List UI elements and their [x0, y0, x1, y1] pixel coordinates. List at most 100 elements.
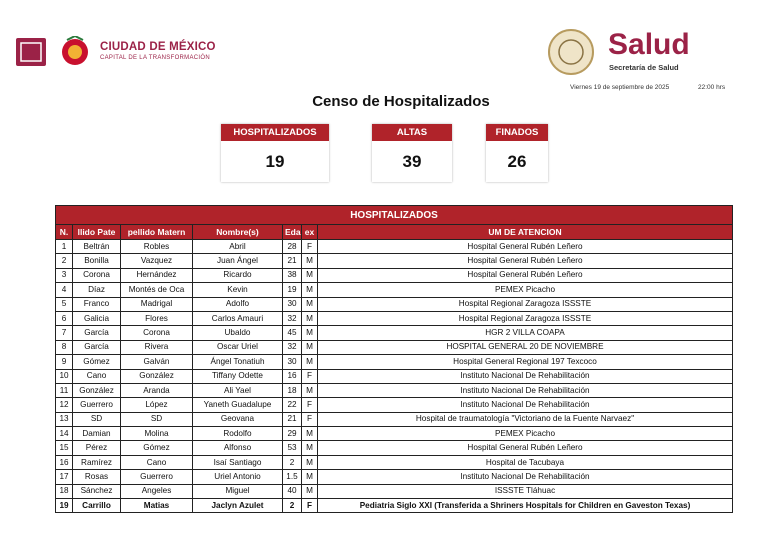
table-cell: 38	[282, 267, 302, 284]
table-row: 15 Pérez Gómez Alfonso 53 M Hospital General R…	[55, 440, 733, 456]
city-name: CIUDAD DE MÉXICO	[100, 41, 216, 53]
table-cell: Molina	[120, 426, 193, 442]
table-cell: Ali Yael	[192, 382, 283, 399]
table-cell: 19	[282, 282, 302, 298]
table-cell: 18	[55, 483, 73, 500]
table-cell: Pérez	[72, 440, 121, 456]
table-row: 11 González Aranda Ali Yael 18 M Instituto Nac…	[55, 382, 733, 399]
table-cell: López	[120, 397, 193, 413]
table-cell: M	[301, 426, 318, 442]
summary-label: HOSPITALIZADOS	[221, 124, 329, 141]
table-cell: 53	[282, 440, 302, 456]
table-row: 8 García Rivera Oscar Uriel 32 M HOSPITAL GENE…	[55, 339, 733, 356]
table-cell: 29	[282, 426, 302, 442]
table-cell: Rivera	[120, 339, 193, 356]
table-cell: 14	[55, 426, 73, 442]
table-cell: Matias	[120, 498, 193, 514]
table-cell: M	[301, 483, 318, 500]
table-cell: Abril	[192, 238, 283, 255]
table-cell: Instituto Nacional De Rehabilitación	[317, 382, 733, 399]
column-header: llido Pate	[72, 224, 121, 240]
table-cell: Bonilla	[72, 253, 121, 269]
summary-box: HOSPITALIZADOS 19	[221, 124, 329, 182]
column-header: ex	[301, 224, 318, 240]
table-cell: M	[301, 382, 318, 399]
table-cell: 4	[55, 282, 73, 298]
table-cell: M	[301, 267, 318, 284]
table-cell: 28	[282, 238, 302, 255]
table-cell: PEMEX Picacho	[317, 426, 733, 442]
table-cell: Instituto Nacional De Rehabilitación	[317, 368, 733, 384]
table-cell: Corona	[72, 267, 121, 284]
table-cell: 16	[55, 454, 73, 471]
table-cell: 3	[55, 267, 73, 284]
table-title: HOSPITALIZADOS	[55, 205, 733, 225]
summary-value: 39	[402, 152, 422, 171]
table-cell: Sánchez	[72, 483, 121, 500]
column-header: Nombre(s)	[192, 224, 283, 240]
city-subtitle: CAPITAL DE LA TRANSFORMACIÓN	[100, 55, 210, 61]
table-cell: 2	[55, 253, 73, 269]
table-cell: Beltrán	[72, 238, 121, 255]
table-row: 13 SD SD Geovana 21 F Hospital de traumatologí…	[55, 411, 733, 428]
table-cell: Isaí Santiago	[192, 454, 283, 471]
table-cell: 16	[282, 368, 302, 384]
table-cell: Cano	[120, 454, 193, 471]
seal	[548, 29, 594, 75]
agency-name: Salud	[608, 28, 690, 61]
table-cell: 13	[55, 411, 73, 428]
table-row: 2 Bonilla Vazquez Juan Ángel 21 M Hospital Gen…	[55, 253, 733, 269]
table-cell: Jaclyn Azulet	[192, 498, 283, 514]
table-cell: 19	[55, 498, 73, 514]
table-cell: F	[301, 411, 318, 428]
table-cell: F	[301, 368, 318, 384]
table-cell: Galván	[120, 354, 193, 370]
table-cell: Ramírez	[72, 454, 121, 471]
table-cell: M	[301, 325, 318, 341]
table-cell: Geovana	[192, 411, 283, 428]
table-cell: Vazquez	[120, 253, 193, 269]
table-cell: SD	[120, 411, 193, 428]
table-cell: Guerrero	[120, 469, 193, 485]
table-cell: 30	[282, 296, 302, 312]
table-cell: Miguel	[192, 483, 283, 500]
report-time: 22:00 hrs	[698, 84, 726, 91]
table-cell: 1.5	[282, 469, 302, 485]
table-cell: Angeles	[120, 483, 193, 500]
summary-box: FINADOS 26	[486, 124, 548, 182]
table-cell: 1	[55, 238, 73, 255]
table-cell: F	[301, 238, 318, 255]
table-cell: 21	[282, 411, 302, 428]
table-cell: Cano	[72, 368, 121, 384]
table-cell: 32	[282, 339, 302, 356]
table-cell: Instituto Nacional De Rehabilitación	[317, 469, 733, 485]
table-cell: Hospital Regional Zaragoza ISSSTE	[317, 296, 733, 312]
table-cell: 10	[55, 368, 73, 384]
table-cell: Uriel Antonio	[192, 469, 283, 485]
table-cell: Ángel Tonatiuh	[192, 354, 283, 370]
table-cell: Pediatria Siglo XXI (Transferida a Shrin…	[317, 498, 733, 514]
table-cell: Hospital General Rubén Leñero	[317, 440, 733, 456]
column-header: Edac	[282, 224, 302, 240]
table-cell: SD	[72, 411, 121, 428]
table-cell: 2	[282, 498, 302, 514]
table-cell: 21	[282, 253, 302, 269]
table-row: 16 Ramírez Cano Isaí Santiago 2 M Hospital de …	[55, 454, 733, 471]
table-cell: Tiffany Odette	[192, 368, 283, 384]
table-cell: M	[301, 354, 318, 370]
table-cell: Ricardo	[192, 267, 283, 284]
table-cell: Carlos Amauri	[192, 310, 283, 327]
summary-value: 26	[507, 152, 527, 171]
table-cell: 5	[55, 296, 73, 312]
table-cell: Rodolfo	[192, 426, 283, 442]
table-cell: 12	[55, 397, 73, 413]
column-header: UM DE ATENCION	[317, 224, 733, 240]
table-row: 7 García Corona Ubaldo 45 M HGR 2 VILLA COAPA	[55, 325, 733, 341]
table-cell: Hernández	[120, 267, 193, 284]
table-cell: Rosas	[72, 469, 121, 485]
table-cell: 18	[282, 382, 302, 399]
table-cell: Hospital General Regional 197 Texcoco	[317, 354, 733, 370]
page-title: Censo de Hospitalizados	[312, 93, 490, 110]
table-cell: 22	[282, 397, 302, 413]
table-cell: Carrillo	[72, 498, 121, 514]
